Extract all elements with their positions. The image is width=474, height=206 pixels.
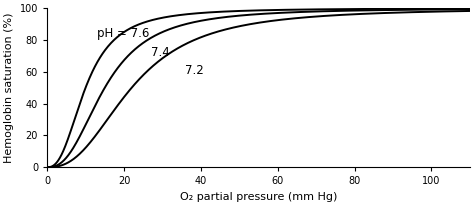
X-axis label: O₂ partial pressure (mm Hg): O₂ partial pressure (mm Hg) (180, 192, 337, 202)
Text: 7.4: 7.4 (151, 46, 170, 59)
Text: pH = 7.6: pH = 7.6 (97, 27, 149, 40)
Text: 7.2: 7.2 (185, 64, 204, 77)
Y-axis label: Hemoglobin saturation (%): Hemoglobin saturation (%) (4, 12, 14, 163)
